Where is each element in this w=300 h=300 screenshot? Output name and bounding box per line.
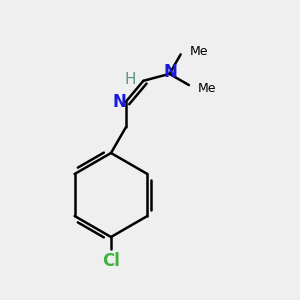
Text: H: H: [124, 72, 136, 87]
Text: N: N: [112, 92, 126, 110]
Text: Me: Me: [190, 45, 208, 58]
Text: Cl: Cl: [102, 252, 120, 270]
Text: N: N: [164, 63, 178, 81]
Text: Me: Me: [198, 82, 216, 94]
